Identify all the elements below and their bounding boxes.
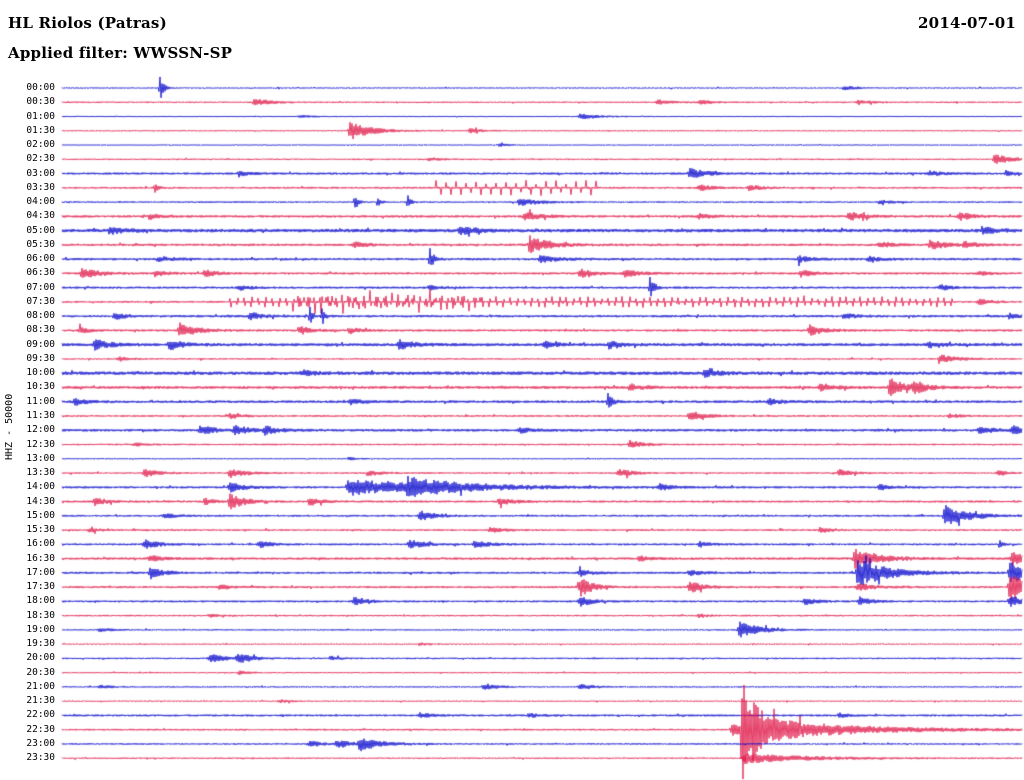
time-label: 01:30 bbox=[26, 124, 55, 136]
time-label: 06:00 bbox=[26, 253, 55, 265]
time-label: 20:30 bbox=[26, 666, 55, 678]
time-label: 04:00 bbox=[26, 196, 55, 208]
time-label: 18:00 bbox=[26, 595, 55, 607]
time-label: 10:00 bbox=[26, 367, 55, 379]
time-label: 10:30 bbox=[26, 381, 55, 393]
time-label: 17:00 bbox=[26, 566, 55, 578]
filter-label: Applied filter: WWSSN-SP bbox=[8, 44, 233, 62]
time-label: 21:30 bbox=[26, 695, 55, 707]
time-label: 11:30 bbox=[26, 409, 55, 421]
time-label: 23:00 bbox=[26, 737, 55, 749]
time-label: 13:00 bbox=[26, 452, 55, 464]
time-label: 15:30 bbox=[26, 524, 55, 536]
station-title: HL Riolos (Patras) bbox=[8, 14, 167, 32]
time-label: 08:00 bbox=[26, 310, 55, 322]
time-label: 09:00 bbox=[26, 338, 55, 350]
time-label: 02:30 bbox=[26, 153, 55, 165]
time-label: 11:00 bbox=[26, 395, 55, 407]
time-label: 03:00 bbox=[26, 167, 55, 179]
time-label: 05:30 bbox=[26, 238, 55, 250]
time-label: 21:00 bbox=[26, 680, 55, 692]
time-label: 19:30 bbox=[26, 638, 55, 650]
time-label: 07:00 bbox=[26, 281, 55, 293]
time-label: 20:00 bbox=[26, 652, 55, 664]
time-label: 15:00 bbox=[26, 509, 55, 521]
time-label: 04:30 bbox=[26, 210, 55, 222]
time-label: 12:30 bbox=[26, 438, 55, 450]
time-label: 00:30 bbox=[26, 96, 55, 108]
time-label: 03:30 bbox=[26, 181, 55, 193]
time-label: 17:30 bbox=[26, 581, 55, 593]
time-label: 09:30 bbox=[26, 352, 55, 364]
time-label: 02:00 bbox=[26, 139, 55, 151]
time-label: 05:00 bbox=[26, 224, 55, 236]
time-label: 22:00 bbox=[26, 709, 55, 721]
time-label: 22:30 bbox=[26, 723, 55, 735]
time-label: 00:00 bbox=[26, 82, 55, 93]
time-label: 08:30 bbox=[26, 324, 55, 336]
time-label: 16:00 bbox=[26, 538, 55, 550]
time-label: 01:00 bbox=[26, 110, 55, 122]
time-label: 19:00 bbox=[26, 623, 55, 635]
time-label: 12:00 bbox=[26, 424, 55, 436]
time-axis-labels: 00:00 00:30 01:00 01:30 02:00 02:30 03:00 03:30… bbox=[0, 0, 57, 780]
time-label: 18:30 bbox=[26, 609, 55, 621]
time-label: 23:30 bbox=[26, 752, 55, 764]
time-label: 06:30 bbox=[26, 267, 55, 279]
plot-date: 2014-07-01 bbox=[918, 14, 1016, 32]
time-label: 16:30 bbox=[26, 552, 55, 564]
time-label: 14:30 bbox=[26, 495, 55, 507]
time-label: 13:30 bbox=[26, 467, 55, 479]
time-label: 07:30 bbox=[26, 295, 55, 307]
time-label: 14:00 bbox=[26, 481, 55, 493]
